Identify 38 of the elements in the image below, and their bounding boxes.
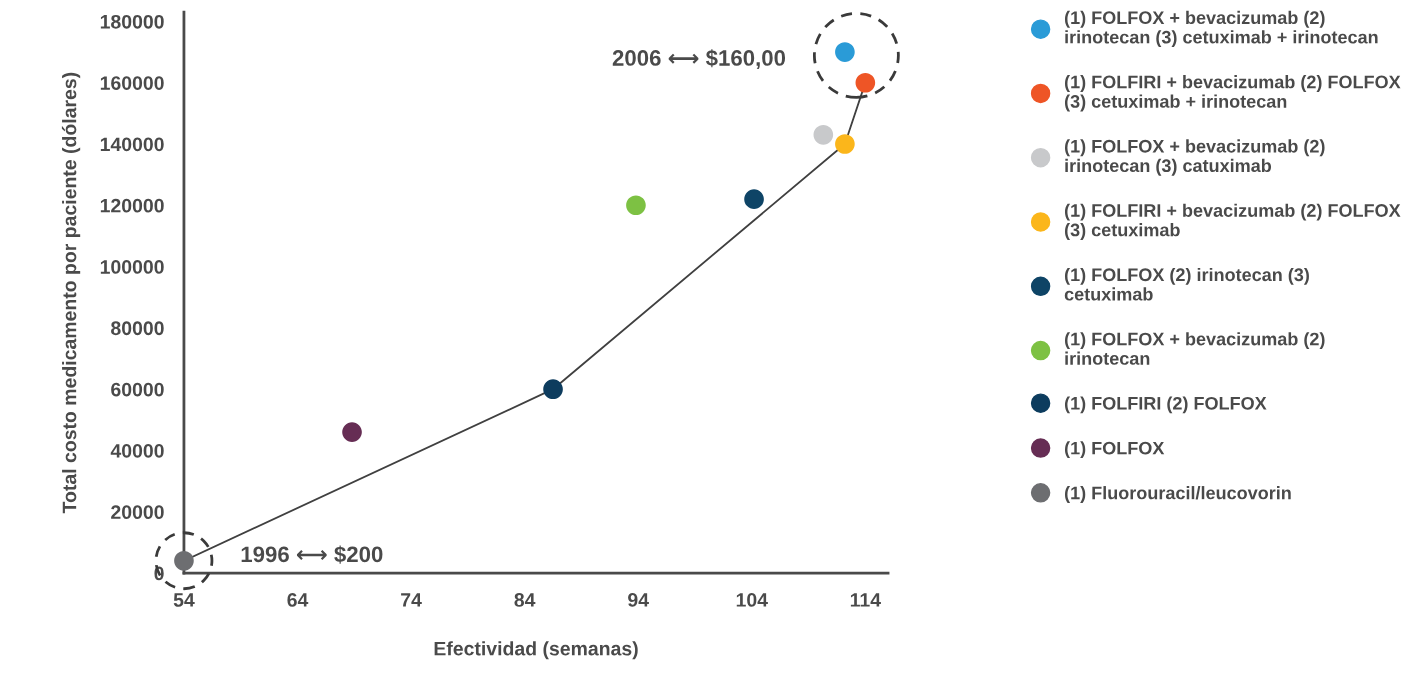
point [855, 72, 876, 93]
y-tick-label: 100000 [100, 260, 164, 274]
y-tick-label: 140000 [100, 137, 164, 152]
point [744, 189, 764, 209]
x-tick-label: 94 [628, 593, 649, 607]
x-tick-label: 54 [173, 593, 195, 607]
point [813, 124, 834, 145]
y-tick-label: 60000 [111, 382, 164, 397]
legend-label: (1) FOLFOX (2) irinotecan (3) cetuximab [1064, 267, 1309, 301]
point [835, 42, 855, 62]
y-tick-label: 80000 [111, 321, 164, 336]
annotation: 2006 ⟷ $160,00 [612, 49, 786, 70]
point [342, 422, 362, 442]
x-tick-label: 64 [287, 593, 309, 607]
y-tick-label: 180000 [100, 14, 164, 29]
x-tick-label: 84 [514, 593, 536, 607]
legend-label: (1) FOLFOX + bevacizumab (2) irinotecan (3) cetuximab + irinotecan [1064, 10, 1378, 48]
y-tick-label: 40000 [110, 443, 164, 458]
legend-label: (1) FOLFOX [1064, 441, 1165, 459]
point [835, 134, 855, 154]
point [154, 531, 214, 591]
point [626, 195, 646, 216]
legend-label: (1) FOLFIRI (2) FOLFOX [1064, 396, 1267, 414]
y-axis-title: Total costo medicamento por paciente (dólares) [61, 72, 81, 514]
x-axis-title: Efectividad (semanas) [434, 641, 638, 660]
legend-label: (1) Fluorouracil/leucovorin [1064, 486, 1291, 503]
annotation: 1996 ⟷ $200 [241, 545, 383, 564]
y-tick-label: 120000 [100, 198, 164, 213]
x-tick-label: 74 [401, 593, 422, 607]
legend-label: (1) FOLFOX + bevacizumab (2) irinotecan [1064, 332, 1325, 365]
x-tick-label: 104 [736, 593, 768, 607]
legend-label: (1) FOLFIRI + bevacizumab (2) FOLFOX (3) cetuximab [1064, 203, 1401, 240]
legend-label: (1) FOLFIRI + bevacizumab (2) FOLFOX (3) cetuximab + irinotecan [1064, 75, 1401, 112]
y-tick-label: 20000 [111, 505, 164, 520]
x-tick-label: 114 [850, 593, 881, 607]
point [543, 379, 563, 400]
legend-label: (1) FOLFOX + bevacizumab (2) irinotecan (3) catuximab [1064, 139, 1325, 176]
y-tick-label: 160000 [100, 76, 164, 90]
